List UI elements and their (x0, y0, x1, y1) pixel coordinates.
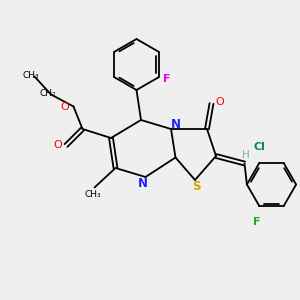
Text: N: N (170, 118, 181, 131)
Text: F: F (163, 74, 171, 84)
Text: H: H (242, 150, 250, 160)
Text: CH₃: CH₃ (85, 190, 101, 199)
Text: O: O (61, 101, 70, 112)
Text: S: S (192, 180, 200, 193)
Text: O: O (215, 97, 224, 107)
Text: CH₃: CH₃ (22, 71, 39, 80)
Text: CH₂: CH₂ (39, 89, 56, 98)
Text: F: F (254, 217, 261, 227)
Text: N: N (138, 177, 148, 190)
Text: O: O (53, 140, 62, 151)
Text: Cl: Cl (253, 142, 265, 152)
